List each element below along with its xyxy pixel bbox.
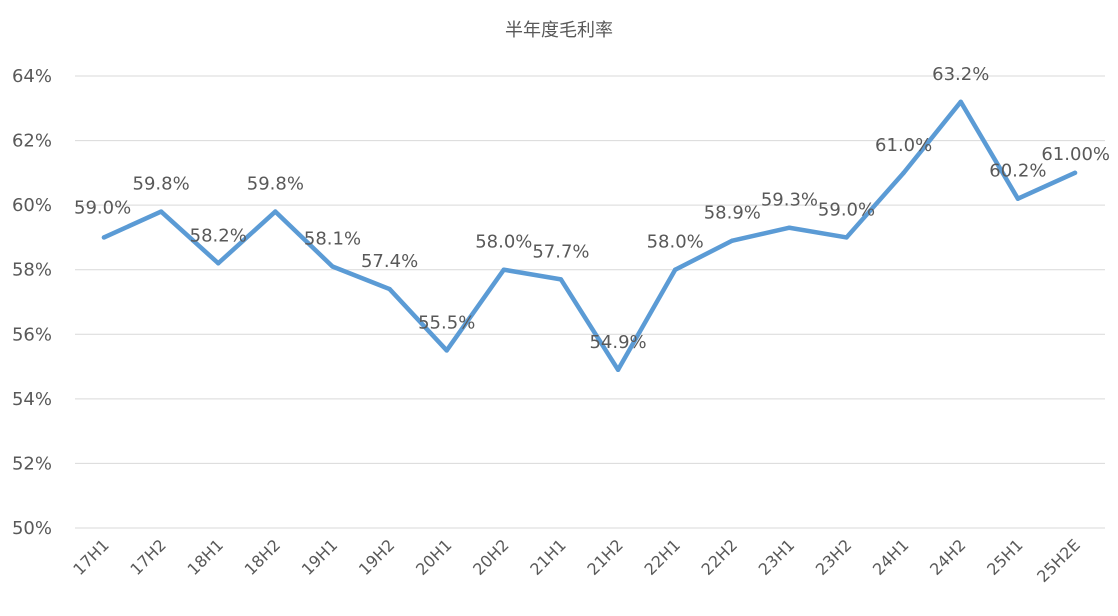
data-point — [387, 286, 392, 292]
x-tick-label: 20H1 — [412, 535, 456, 579]
x-tick-label: 21H2 — [583, 535, 627, 579]
data-label: 60.2% — [989, 161, 1046, 182]
x-tick-label: 25H1 — [983, 535, 1027, 579]
data-label: 54.9% — [589, 332, 646, 353]
y-tick-label: 64% — [12, 66, 52, 87]
x-tick-label: 21H1 — [526, 535, 570, 579]
data-label: 58.0% — [647, 232, 704, 253]
data-point — [901, 170, 906, 176]
data-point — [1072, 170, 1078, 176]
x-axis-ticks: 17H1 17H2 18H1 18H2 19H1 19H2 20H1 20H2 21H1 21H2… — [69, 535, 1084, 586]
data-label: 59.3% — [761, 190, 818, 211]
x-tick-label: 23H1 — [755, 535, 799, 579]
data-label: 58.2% — [190, 225, 247, 246]
x-tick-label: 23H2 — [812, 535, 856, 579]
data-label: 57.4% — [361, 251, 418, 272]
data-labels: 59.0%59.8%58.2%59.8%58.1%57.4%55.5%58.0%… — [74, 64, 1110, 353]
y-tick-label: 62% — [12, 131, 52, 152]
data-label: 61.00% — [1041, 144, 1110, 165]
data-label: 59.8% — [247, 174, 304, 195]
y-axis-ticks: 50% 52% 54% 56% 58% 60% 62% 64% — [12, 66, 52, 539]
x-tick-label: 22H2 — [698, 535, 742, 579]
y-tick-label: 50% — [12, 518, 52, 539]
y-tick-label: 58% — [12, 260, 52, 281]
x-tick-label: 24H1 — [869, 535, 913, 579]
y-tick-label: 52% — [12, 453, 52, 474]
data-point — [216, 261, 221, 266]
x-tick-label: 24H2 — [926, 535, 970, 579]
x-tick-label: 22H1 — [640, 535, 684, 579]
data-label: 63.2% — [932, 64, 989, 85]
x-tick-label: 25H2E — [1033, 535, 1084, 586]
y-tick-label: 54% — [12, 389, 52, 410]
x-tick-label: 17H1 — [69, 535, 113, 579]
data-label: 59.8% — [133, 174, 190, 195]
x-tick-label: 17H2 — [126, 535, 170, 579]
data-point — [958, 99, 963, 105]
y-tick-label: 56% — [12, 324, 52, 345]
x-tick-label: 18H1 — [184, 535, 228, 579]
data-label: 58.0% — [475, 232, 532, 253]
data-point — [615, 367, 621, 372]
data-point — [730, 238, 735, 243]
x-tick-label: 18H2 — [241, 535, 285, 579]
data-point — [1015, 196, 1021, 201]
data-point — [844, 235, 849, 240]
chart-title: 半年度毛利率 — [505, 20, 613, 41]
data-label: 55.5% — [418, 312, 475, 333]
data-point — [558, 277, 564, 282]
data-point — [330, 264, 335, 269]
x-tick-label: 20H2 — [469, 535, 513, 579]
data-label: 59.0% — [818, 199, 875, 220]
data-label: 61.0% — [875, 135, 932, 156]
data-point — [273, 209, 278, 214]
y-tick-label: 60% — [12, 195, 52, 216]
x-tick-label: 19H2 — [355, 535, 399, 579]
data-point — [101, 235, 107, 240]
x-tick-label: 19H1 — [298, 535, 342, 579]
data-point — [787, 225, 792, 230]
data-point — [444, 348, 449, 353]
data-points — [101, 99, 1078, 372]
series-line — [101, 99, 1078, 373]
data-point — [672, 267, 678, 272]
data-label: 59.0% — [74, 197, 131, 218]
data-point — [501, 267, 507, 272]
data-label: 57.7% — [532, 241, 589, 262]
data-label: 58.1% — [304, 228, 361, 249]
y-gridlines — [75, 75, 1105, 529]
data-point — [158, 209, 164, 214]
data-label: 58.9% — [704, 203, 761, 224]
